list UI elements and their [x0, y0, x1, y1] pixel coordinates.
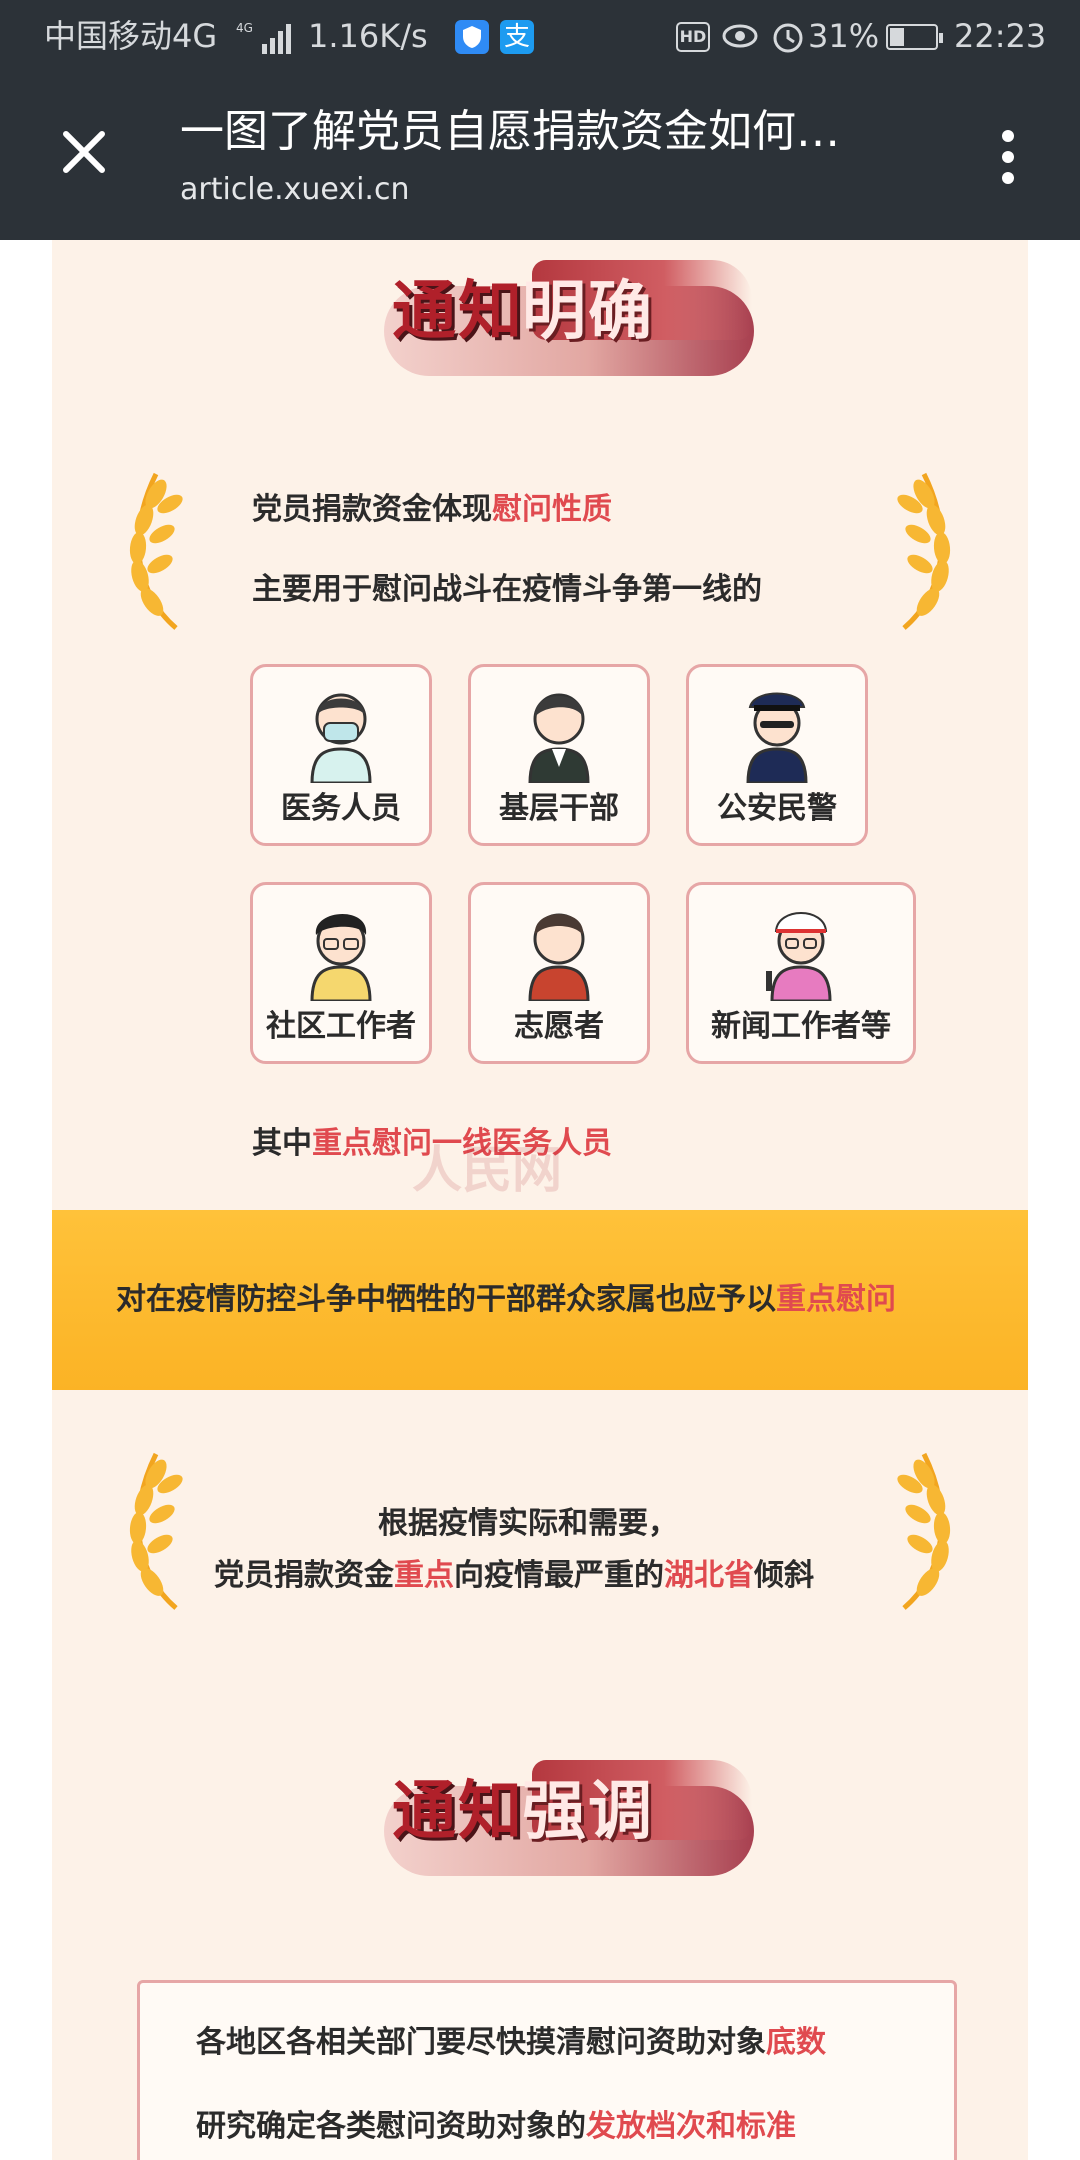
recipient-card-medical: 医务人员 — [250, 664, 432, 846]
section-title-part2: 强调 — [522, 1775, 654, 1849]
recipient-card-community: 社区工作者 — [250, 882, 432, 1064]
purpose-line: 主要用于慰问战斗在疫情斗争第一线的 — [252, 572, 762, 607]
carrier-label: 中国移动4G — [44, 17, 218, 55]
more-dot-icon — [1002, 172, 1014, 184]
close-button[interactable] — [52, 120, 116, 184]
alarm-icon — [770, 16, 806, 67]
battery-percent: 31% — [808, 17, 880, 55]
emphasis-item-1-highlight: 底数 — [766, 2025, 826, 2060]
card-label: 基层干部 — [499, 791, 619, 826]
battery-level — [890, 28, 904, 46]
watermark-logo: 人民网 — [412, 1141, 562, 1199]
nature-line-highlight: 慰问性质 — [492, 492, 612, 527]
laurel-right-icon — [884, 464, 964, 634]
more-options-button[interactable] — [984, 122, 1032, 192]
hubei-line-2-c: 向疫情最严重的 — [454, 1558, 664, 1593]
hubei-line-2-b: 重点 — [394, 1558, 454, 1593]
shield-icon — [455, 20, 489, 54]
journalist-avatar-icon — [764, 901, 838, 1003]
emphasis-item-1: 各地区各相关部门要尽快摸清慰问资助对象底数 — [196, 2023, 826, 2063]
focus-line-highlight: 重点慰问一线医务人员 — [312, 1126, 612, 1161]
article-content[interactable]: 通知 明确 党员捐款资金体现慰问性质 主要用于慰问战斗在疫情斗争第一线的 医务人… — [0, 240, 1080, 2160]
section-title-clarify: 通知 明确 — [332, 246, 772, 376]
battery-icon — [886, 24, 943, 50]
community-worker-avatar-icon — [304, 901, 378, 1003]
card-label: 公安民警 — [717, 791, 837, 826]
alipay-icon: 支 — [500, 20, 534, 54]
close-icon — [63, 131, 105, 173]
focus-line: 其中重点慰问一线医务人员 — [252, 1124, 612, 1164]
hubei-line-2-e: 倾斜 — [754, 1558, 814, 1593]
recipient-card-cadre: 基层干部 — [468, 664, 650, 846]
page-url: article.xuexi.cn — [180, 172, 410, 207]
infographic: 通知 明确 党员捐款资金体现慰问性质 主要用于慰问战斗在疫情斗争第一线的 医务人… — [52, 240, 1028, 2160]
sacrifice-line-highlight: 重点慰问 — [776, 1282, 896, 1317]
section-title-part1: 通知 — [392, 1775, 524, 1849]
sacrifice-banner: 对在疫情防控斗争中牺牲的干部群众家属也应予以重点慰问 — [52, 1210, 1028, 1390]
sacrifice-line-prefix: 对在疫情防控斗争中牺牲的干部群众家属也应予以 — [116, 1282, 776, 1317]
emphasis-item-2-highlight: 发放档次和标准 — [586, 2109, 796, 2144]
status-bar: 中国移动4G 4G 1.16K/s 支 HD 31% 22:23 — [0, 0, 1080, 74]
network-speed: 1.16K/s — [308, 17, 428, 55]
hubei-line-2: 党员捐款资金重点向疫情最严重的湖北省倾斜 — [214, 1556, 814, 1596]
nature-line-prefix: 党员捐款资金体现 — [252, 492, 492, 527]
emphasis-item-2: 研究确定各类慰问资助对象的发放档次和标准 — [196, 2107, 796, 2147]
clock: 22:23 — [954, 17, 1047, 55]
cadre-avatar-icon — [522, 683, 596, 785]
nature-line: 党员捐款资金体现慰问性质 — [252, 490, 612, 530]
recipient-card-journalist: 新闻工作者等 — [686, 882, 916, 1064]
eye-icon — [720, 16, 760, 67]
doctor-avatar-icon — [304, 683, 378, 785]
browser-toolbar: 一图了解党员自愿捐款资金如何… article.xuexi.cn — [0, 74, 1080, 240]
hubei-line-1: 根据疫情实际和需要， — [378, 1506, 678, 1541]
emphasis-item-1-prefix: 各地区各相关部门要尽快摸清慰问资助对象 — [196, 2025, 766, 2060]
card-label: 医务人员 — [281, 791, 401, 826]
card-label: 新闻工作者等 — [711, 1009, 891, 1044]
section-title-emphasize: 通知 强调 — [332, 1746, 772, 1876]
recipient-card-police: 公安民警 — [686, 664, 868, 846]
page-title: 一图了解党员自愿捐款资金如何… — [180, 106, 840, 157]
emphasis-box: 各地区各相关部门要尽快摸清慰问资助对象底数 研究确定各类慰问资助对象的发放档次和… — [137, 1980, 957, 2160]
card-label: 社区工作者 — [266, 1009, 416, 1044]
hubei-line-2-a: 党员捐款资金 — [214, 1558, 394, 1593]
laurel-right-icon — [884, 1444, 964, 1614]
police-avatar-icon — [740, 683, 814, 785]
section-title-part1: 通知 — [392, 275, 524, 349]
section-title-part2: 明确 — [522, 275, 654, 349]
sacrifice-line: 对在疫情防控斗争中牺牲的干部群众家属也应予以重点慰问 — [116, 1280, 896, 1320]
more-dot-icon — [1002, 130, 1014, 142]
focus-line-prefix: 其中 — [252, 1126, 312, 1161]
hd-icon: HD — [676, 22, 710, 52]
recipient-card-volunteer: 志愿者 — [468, 882, 650, 1064]
more-dot-icon — [1002, 151, 1014, 163]
svg-text:4G: 4G — [236, 21, 253, 35]
card-label: 志愿者 — [514, 1009, 604, 1044]
hubei-line-2-d: 湖北省 — [664, 1558, 754, 1593]
emphasis-item-2-prefix: 研究确定各类慰问资助对象的 — [196, 2109, 586, 2144]
volunteer-avatar-icon — [522, 901, 596, 1003]
laurel-left-icon — [116, 1444, 196, 1614]
signal-icon: 4G — [236, 18, 296, 65]
laurel-left-icon — [116, 464, 196, 634]
